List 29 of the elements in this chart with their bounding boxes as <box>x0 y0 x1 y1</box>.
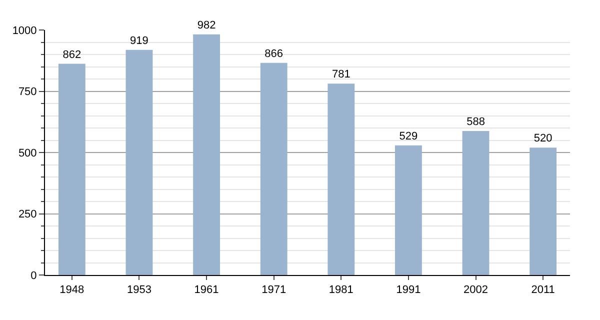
bar <box>193 34 220 275</box>
bar <box>260 62 288 275</box>
y-tick-label: 0 <box>30 270 37 282</box>
bar <box>126 50 153 275</box>
x-tick-label: 2011 <box>531 284 555 296</box>
data-label: 529 <box>399 130 418 142</box>
x-tick-label: 1981 <box>328 284 354 296</box>
bar <box>58 64 86 275</box>
y-tick-label: 1000 <box>12 24 37 37</box>
y-tick-label: 250 <box>18 208 37 221</box>
data-label: 588 <box>466 116 485 128</box>
bar <box>395 145 422 275</box>
data-label: 866 <box>264 48 284 60</box>
y-tick-label: 750 <box>18 86 37 98</box>
x-tick-label: 1971 <box>262 284 286 296</box>
x-tick-label: 1953 <box>126 284 152 296</box>
x-tick-label: 1961 <box>194 284 219 296</box>
data-label: 520 <box>534 132 552 145</box>
y-tick-label: 500 <box>18 147 37 160</box>
x-tick-label: 1948 <box>60 284 84 296</box>
data-label: 781 <box>332 68 350 81</box>
x-tick-label: 1991 <box>396 284 421 296</box>
data-label: 982 <box>197 19 216 32</box>
data-label: 862 <box>62 48 82 61</box>
x-tick-label: 2002 <box>464 284 488 296</box>
data-label: 919 <box>130 34 148 47</box>
bar <box>530 148 557 275</box>
bar <box>328 84 355 275</box>
bar <box>462 130 490 275</box>
